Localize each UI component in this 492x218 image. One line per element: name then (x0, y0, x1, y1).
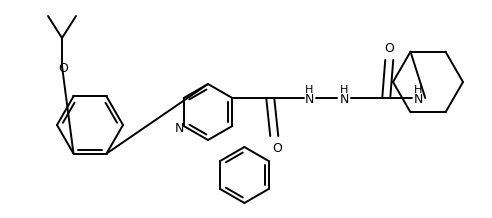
Text: N: N (175, 121, 184, 135)
Text: H: H (414, 85, 423, 95)
Text: O: O (384, 41, 394, 54)
Text: N: N (414, 94, 423, 107)
Text: H: H (305, 85, 313, 95)
Text: O: O (272, 141, 282, 155)
Text: N: N (339, 94, 349, 107)
Text: H: H (340, 85, 348, 95)
Text: O: O (58, 61, 68, 75)
Text: N: N (305, 94, 314, 107)
